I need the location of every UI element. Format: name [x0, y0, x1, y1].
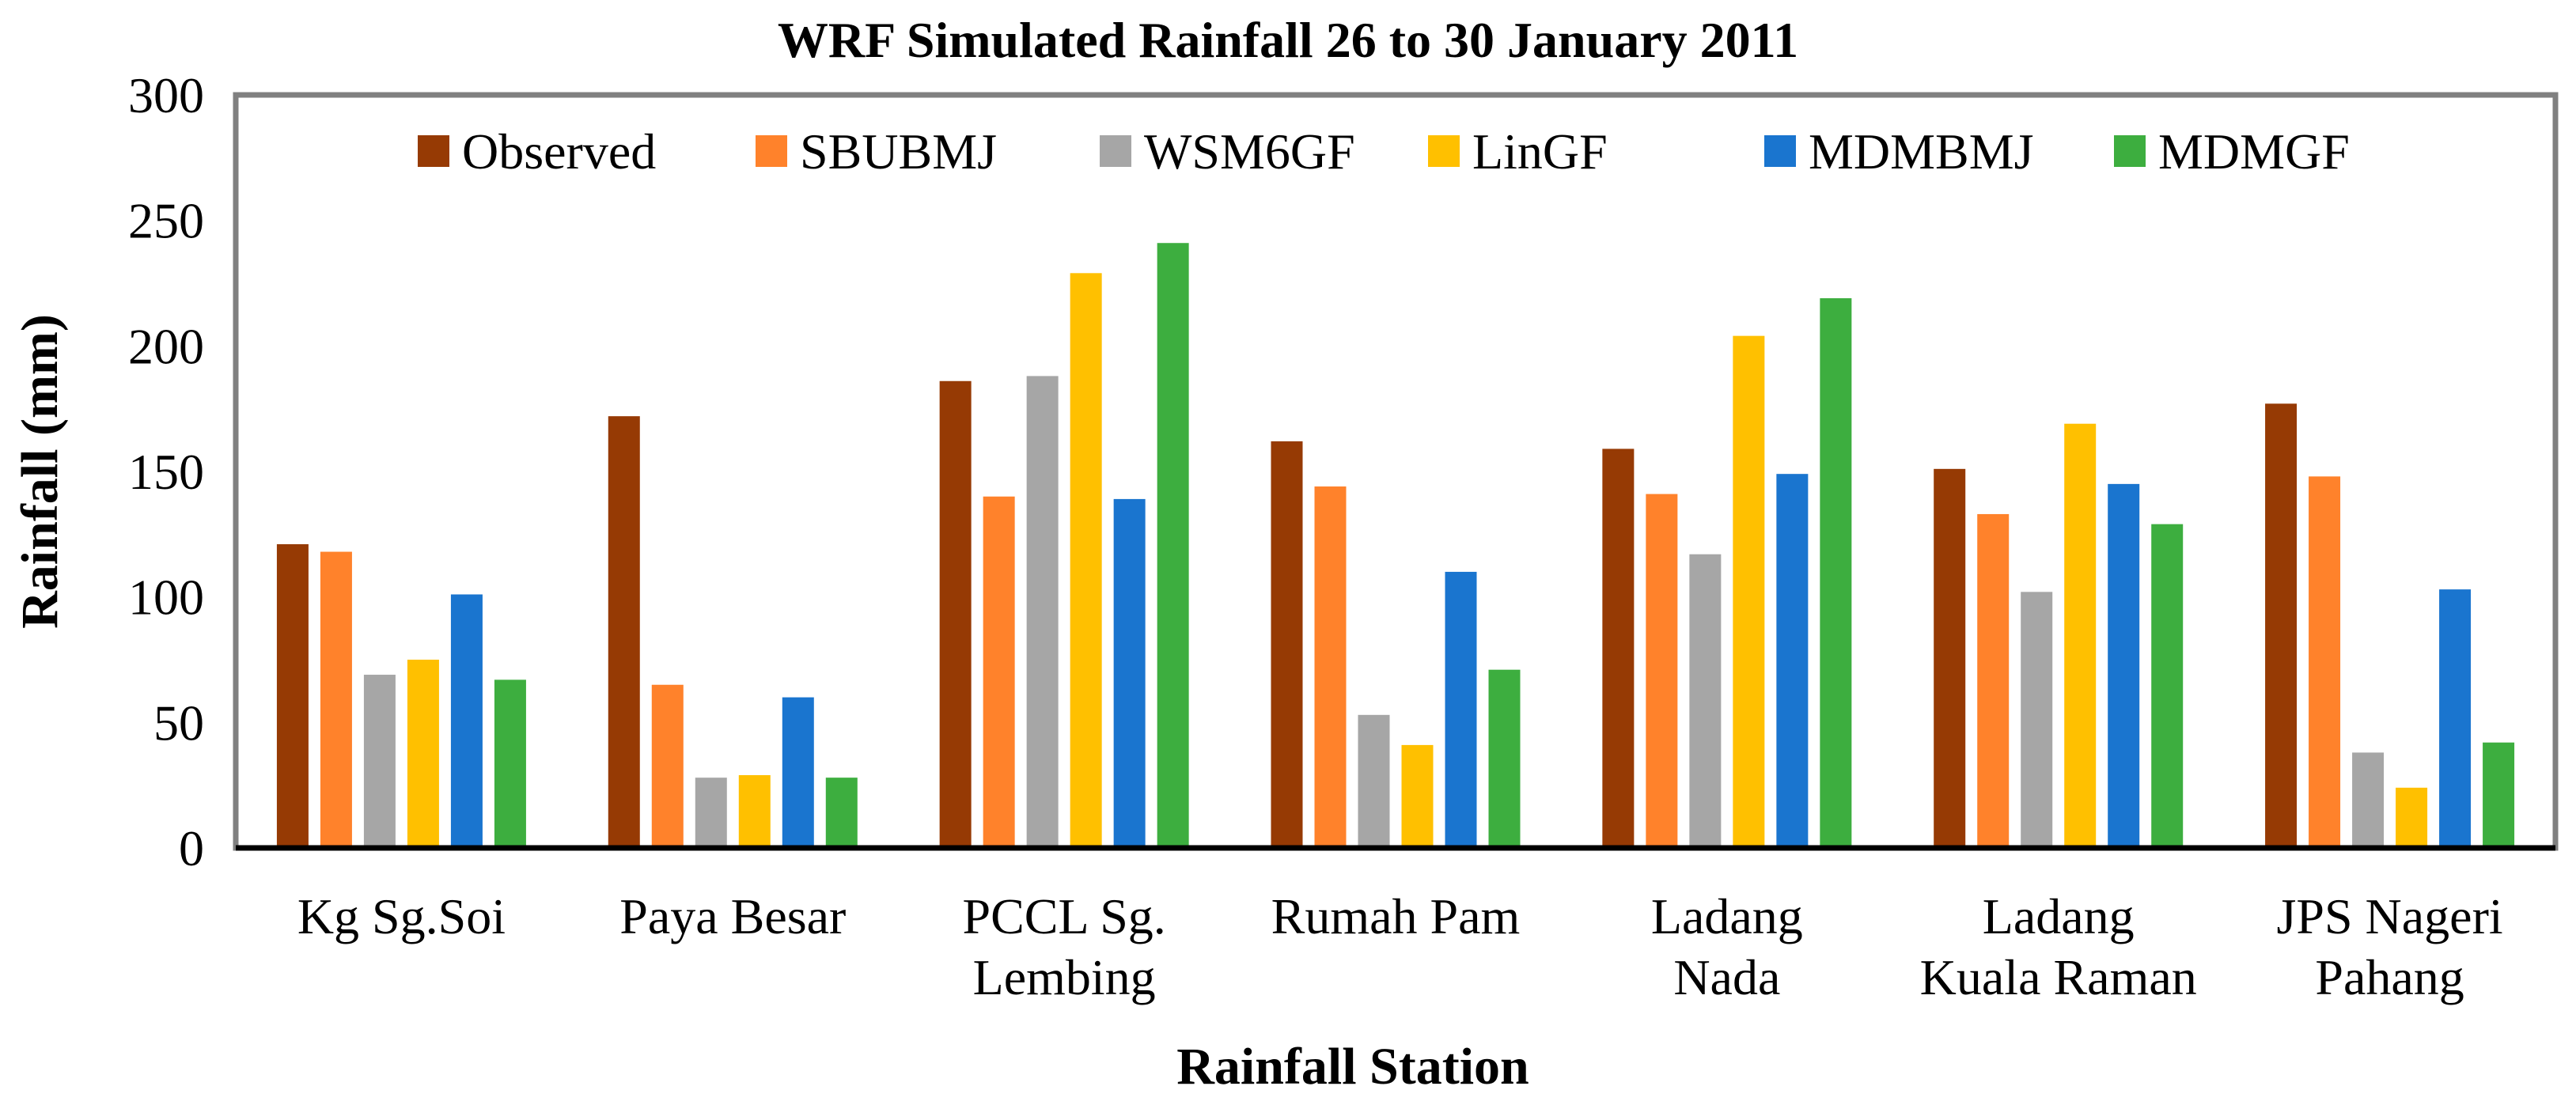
- bar-mdmgf-2: [1157, 243, 1189, 848]
- legend-swatch-observed: [418, 135, 449, 167]
- bar-lingf-3: [1401, 744, 1434, 848]
- y-tick-label: 0: [179, 820, 204, 876]
- x-category-label: Ladang: [1983, 888, 2135, 944]
- bar-observed-2: [939, 380, 972, 848]
- bar-observed-1: [608, 416, 640, 848]
- bar-mdmbmj-0: [450, 594, 483, 848]
- legend-label-lingf: LinGF: [1472, 123, 1608, 180]
- x-category-label: Kg Sg.Soi: [297, 888, 506, 944]
- x-category-label: Nada: [1673, 949, 1780, 1005]
- legend-swatch-mdmgf: [2114, 135, 2146, 167]
- bar-wsm6gf-2: [1026, 376, 1059, 848]
- bar-observed-3: [1271, 441, 1303, 848]
- x-category-label: JPS Nageri: [2276, 888, 2502, 944]
- bar-mdmgf-5: [2151, 524, 2184, 848]
- legend-label-sbubmj: SBUBMJ: [800, 123, 997, 180]
- y-axis-title: Rainfall (mm): [11, 314, 69, 629]
- bar-lingf-5: [2064, 423, 2097, 848]
- bar-mdmgf-4: [1820, 298, 1852, 848]
- x-category-label: Ladang: [1651, 888, 1803, 944]
- legend-label-mdmgf: MDMGF: [2158, 123, 2350, 180]
- y-tick-label: 300: [128, 67, 204, 123]
- bar-mdmgf-1: [825, 778, 858, 848]
- x-category-label: PCCL Sg.: [963, 888, 1166, 944]
- y-tick-label: 250: [128, 193, 204, 249]
- legend-swatch-lingf: [1428, 135, 1460, 167]
- bar-observed-4: [1602, 448, 1635, 848]
- bar-sbubmj-1: [651, 684, 684, 848]
- y-tick-labels: 0 50 100 150 200 250 300: [128, 67, 204, 876]
- bar-wsm6gf-0: [363, 675, 396, 848]
- bar-lingf-1: [738, 774, 771, 848]
- x-category-labels: Kg Sg.Soi Paya Besar PCCL Sg.Lembing Rumah …: [297, 888, 2503, 1005]
- bar-wsm6gf-4: [1689, 554, 1722, 848]
- bar-mdmbmj-5: [2108, 483, 2140, 848]
- x-category-label: Paya Besar: [619, 888, 846, 944]
- bar-sbubmj-2: [983, 496, 1015, 848]
- bar-mdmbmj-2: [1113, 498, 1146, 848]
- y-tick-label: 200: [128, 318, 204, 374]
- bar-mdmbmj-1: [782, 697, 814, 848]
- bar-sbubmj-4: [1646, 494, 1678, 848]
- bar-sbubmj-3: [1314, 486, 1347, 848]
- bar-sbubmj-0: [320, 551, 352, 848]
- bar-lingf-4: [1733, 335, 1765, 848]
- bar-observed-0: [276, 544, 309, 848]
- legend-label-observed: Observed: [462, 123, 656, 180]
- legend-label-wsm6gf: WSM6GF: [1144, 123, 1355, 180]
- legend-swatch-sbubmj: [756, 135, 787, 167]
- bar-mdmbmj-4: [1776, 474, 1809, 848]
- bar-mdmgf-3: [1488, 669, 1521, 848]
- legend-label-mdmbmj: MDMBMJ: [1809, 123, 2034, 180]
- bar-wsm6gf-5: [2021, 592, 2053, 848]
- bar-lingf-6: [2396, 787, 2428, 848]
- x-category-label: Kuala Raman: [1920, 949, 2197, 1005]
- bars-group: [276, 243, 2515, 849]
- y-tick-label: 150: [128, 444, 204, 500]
- legend: Observed SBUBMJ WSM6GF LinGF MDMBMJ MDMGF: [418, 123, 2350, 180]
- bar-mdmbmj-3: [1445, 571, 1477, 848]
- x-category-label: Lembing: [973, 949, 1156, 1005]
- bar-lingf-0: [407, 660, 439, 848]
- bar-observed-5: [1934, 468, 1966, 848]
- bar-sbubmj-6: [2309, 476, 2341, 848]
- bar-mdmbmj-6: [2439, 589, 2472, 848]
- chart-title: WRF Simulated Rainfall 26 to 30 January …: [778, 12, 1798, 68]
- legend-swatch-mdmbmj: [1764, 135, 1796, 167]
- bar-mdmgf-6: [2483, 742, 2515, 848]
- bar-observed-6: [2265, 403, 2298, 848]
- y-tick-label: 100: [128, 570, 204, 626]
- bar-wsm6gf-6: [2352, 752, 2385, 848]
- legend-swatch-wsm6gf: [1100, 135, 1131, 167]
- bar-lingf-2: [1070, 273, 1102, 849]
- plot-frame: [233, 92, 2559, 851]
- y-tick-label: 50: [153, 694, 204, 751]
- bar-mdmgf-0: [494, 679, 526, 848]
- x-category-label: Rumah Pam: [1271, 888, 1521, 944]
- x-category-label: Pahang: [2315, 949, 2464, 1005]
- bar-wsm6gf-1: [695, 778, 727, 848]
- bar-sbubmj-5: [1977, 513, 2010, 848]
- x-axis-title: Rainfall Station: [1176, 1038, 1529, 1096]
- bar-wsm6gf-3: [1358, 714, 1390, 848]
